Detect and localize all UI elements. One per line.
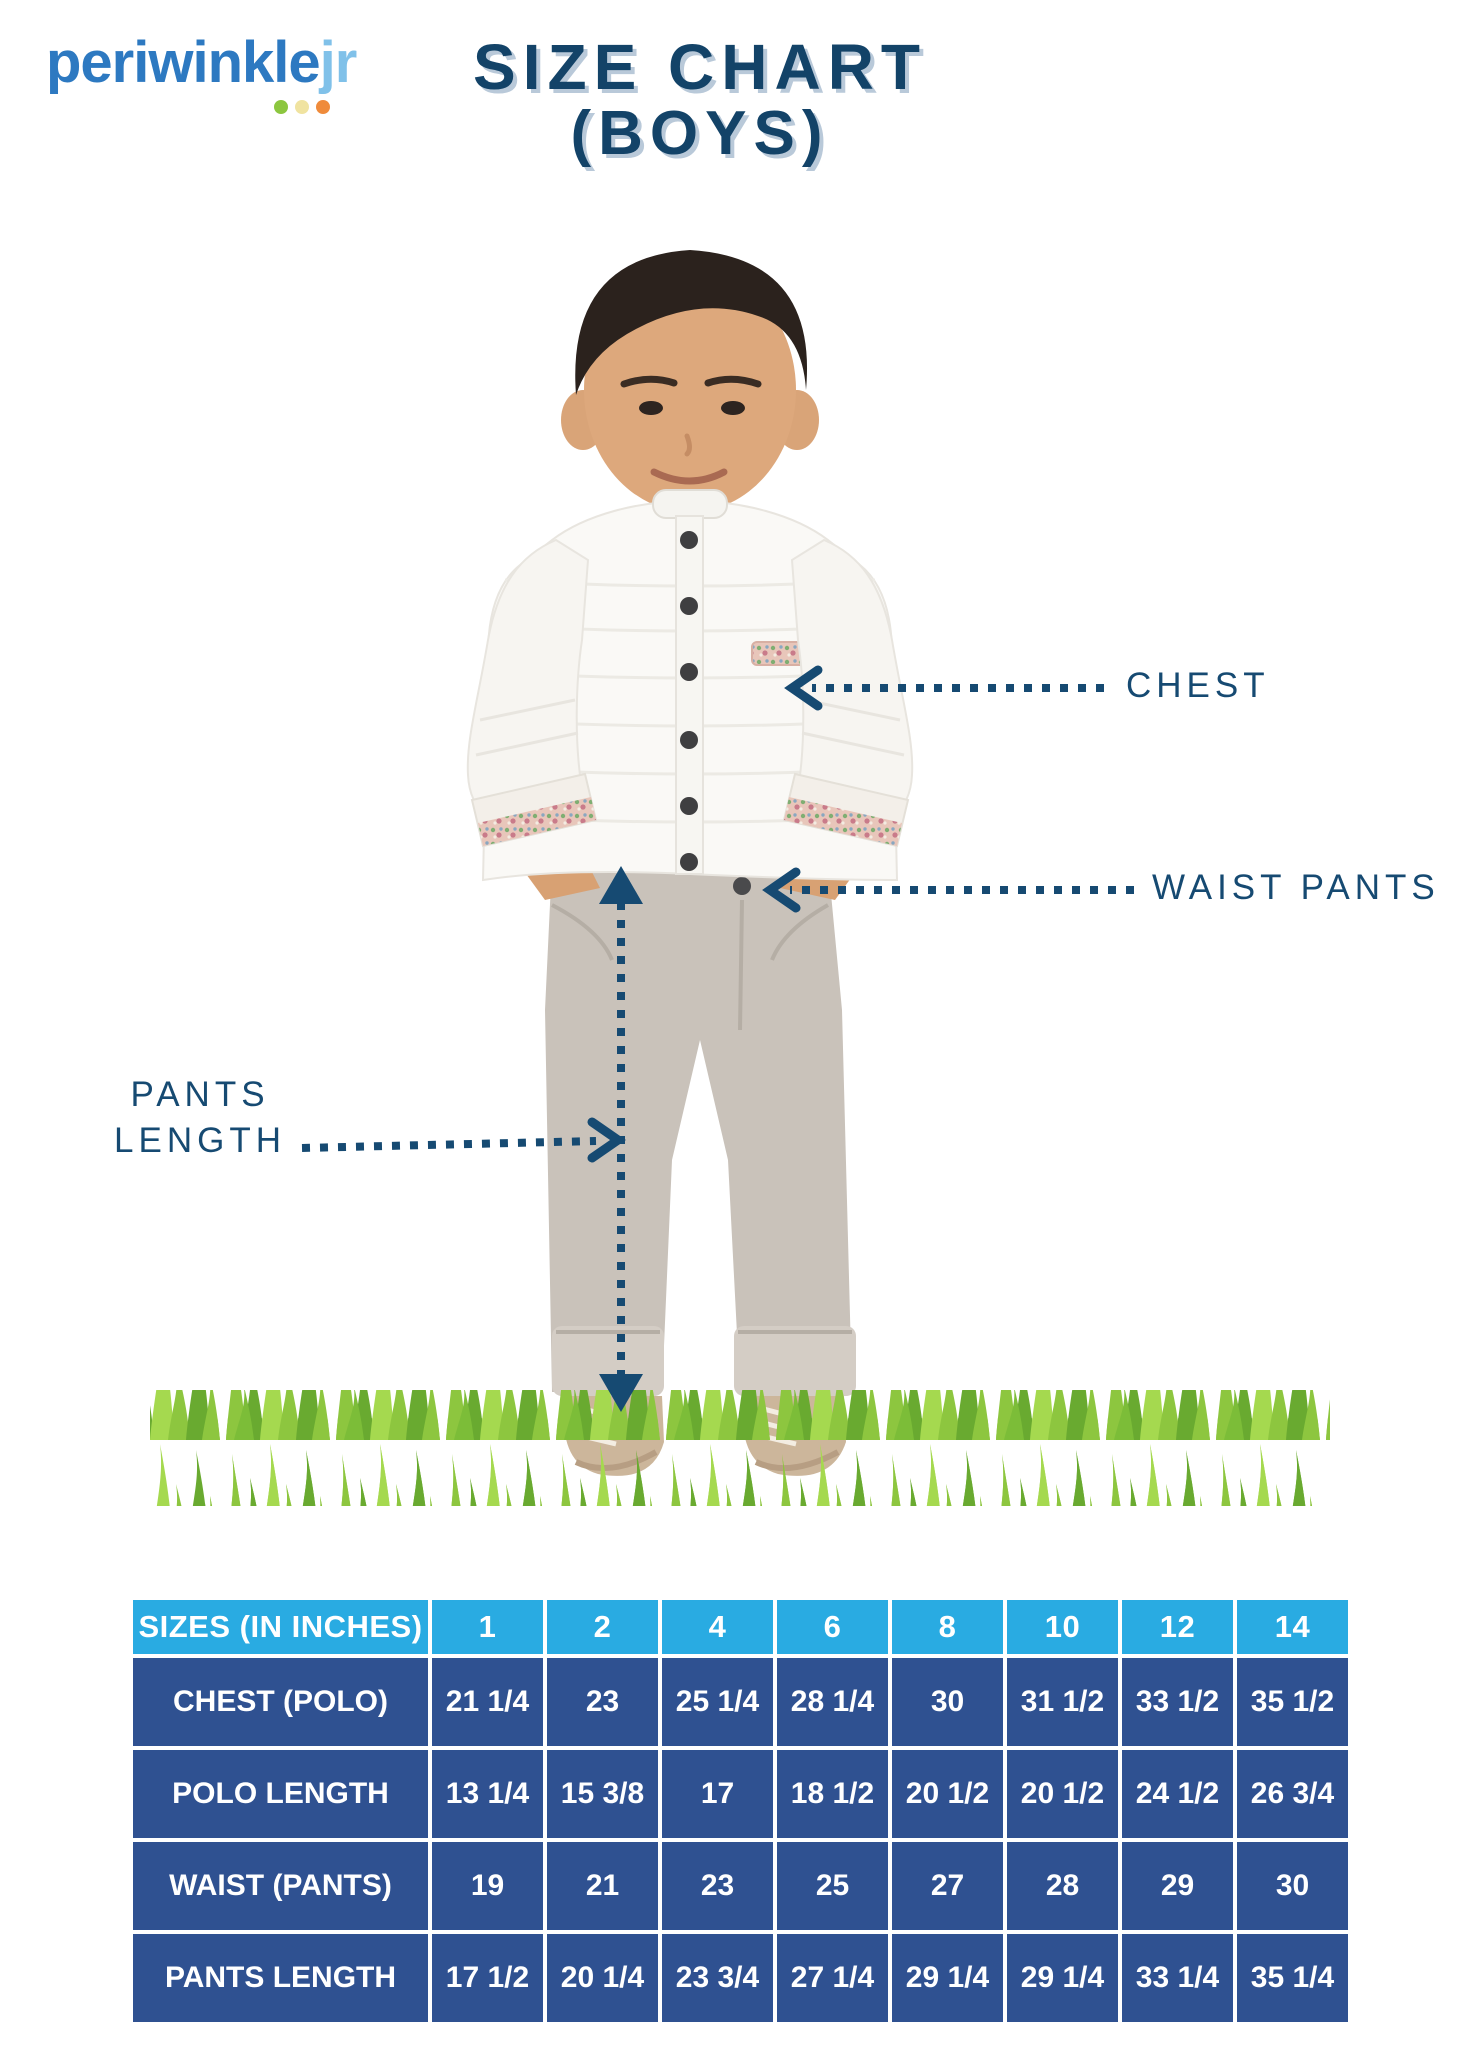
table-header-size-2: 2 [547,1600,658,1654]
pants-length-label-line2: LENGTH [114,1121,286,1160]
logo-dot-yellow [295,100,309,114]
table-value-polo-length-1: 13 1/4 [432,1750,543,1838]
table-value-polo-length-12: 24 1/2 [1122,1750,1233,1838]
table-value-polo-length-6: 18 1/2 [777,1750,888,1838]
table-value-chest-polo--1: 21 1/4 [432,1658,543,1746]
table-value-polo-length-14: 26 3/4 [1237,1750,1348,1838]
table-value-waist-pants--8: 27 [892,1842,1003,1930]
table-value-chest-polo--10: 31 1/2 [1007,1658,1118,1746]
boy-head [561,250,819,512]
table-header-size-14: 14 [1237,1600,1348,1654]
table-header-size-12: 12 [1122,1600,1233,1654]
table-value-pants-length-12: 33 1/4 [1122,1934,1233,2022]
table-value-pants-length-6: 27 1/4 [777,1934,888,2022]
table-value-pants-length-1: 17 1/2 [432,1934,543,2022]
table-header-size-1: 1 [432,1600,543,1654]
size-table: SIZES (IN INCHES) 1 2 4 6 8 10 12 14 CHEST (POLO)… [133,1600,1348,2022]
table-value-polo-length-4: 17 [662,1750,773,1838]
brand-logo: periwinklejr [46,34,386,130]
table-value-polo-length-2: 15 3/8 [547,1750,658,1838]
table-value-waist-pants--4: 23 [662,1842,773,1930]
chest-label: CHEST [1126,666,1270,705]
table-value-polo-length-10: 20 1/2 [1007,1750,1118,1838]
pants-length-horizontal-line [301,1137,597,1152]
table-row-label: WAIST (PANTS) [133,1842,428,1930]
table-header-sizes-label: SIZES (IN INCHES) [133,1600,428,1654]
table-value-pants-length-2: 20 1/4 [547,1934,658,2022]
boy-right-sleeve [782,538,914,848]
table-value-chest-polo--8: 30 [892,1658,1003,1746]
waist-pants-label: WAIST PANTS [1152,868,1440,907]
table-row-label: PANTS LENGTH [133,1934,428,2022]
brand-logo-dots [274,100,330,114]
table-value-pants-length-14: 35 1/4 [1237,1934,1348,2022]
table-value-waist-pants--1: 19 [432,1842,543,1930]
table-value-pants-length-10: 29 1/4 [1007,1934,1118,2022]
table-header-size-10: 10 [1007,1600,1118,1654]
table-value-waist-pants--12: 29 [1122,1842,1233,1930]
pants-length-label: PANTS LENGTH [80,1072,320,1164]
page-title-line1: SIZE CHART [473,31,927,103]
table-value-pants-length-8: 29 1/4 [892,1934,1003,2022]
brand-logo-text: periwinklejr [46,34,386,92]
measurement-arrows [301,665,1134,1412]
boy-pants [545,862,856,1396]
brand-logo-suffix: jr [319,30,358,95]
chest-arrowhead [784,665,823,711]
table-header-size-8: 8 [892,1600,1003,1654]
table-value-polo-length-8: 20 1/2 [892,1750,1003,1838]
table-value-chest-polo--14: 35 1/2 [1237,1658,1348,1746]
table-row-label: POLO LENGTH [133,1750,428,1838]
table-value-chest-polo--6: 28 1/4 [777,1658,888,1746]
table-value-pants-length-4: 23 3/4 [662,1934,773,2022]
pants-length-down-arrowhead [599,1374,643,1412]
pants-length-label-line1: PANTS [130,1075,270,1114]
table-value-waist-pants--6: 25 [777,1842,888,1930]
table-value-waist-pants--10: 28 [1007,1842,1118,1930]
table-value-waist-pants--2: 21 [547,1842,658,1930]
boy-left-sleeve [466,538,598,848]
pants-length-up-arrowhead [599,866,643,904]
waist-arrowhead [762,867,801,913]
brand-logo-main: periwinkle [46,30,321,95]
table-value-chest-polo--4: 25 1/4 [662,1658,773,1746]
table-value-chest-polo--12: 33 1/2 [1122,1658,1233,1746]
table-value-waist-pants--14: 30 [1237,1842,1348,1930]
table-header-size-4: 4 [662,1600,773,1654]
table-value-chest-polo--2: 23 [547,1658,658,1746]
page-title: SIZE CHART (BOYS) [370,31,1030,169]
table-header-size-6: 6 [777,1600,888,1654]
page-title-line2: (BOYS) [570,99,830,169]
table-row-label: CHEST (POLO) [133,1658,428,1746]
logo-dot-orange [316,100,330,114]
grass [150,1390,1330,1506]
logo-dot-green [274,100,288,114]
